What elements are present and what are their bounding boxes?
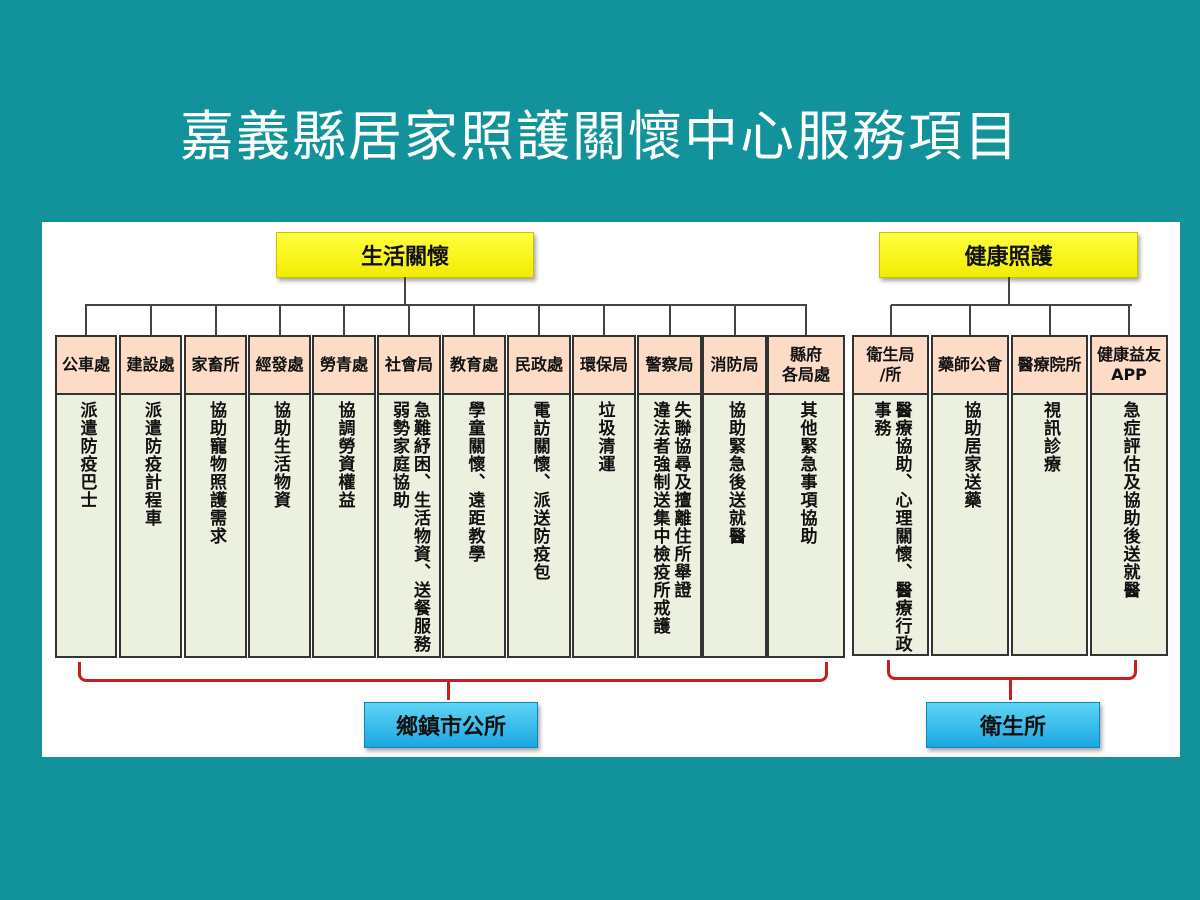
service-description: 協助居家送藥 (960, 401, 981, 509)
service-description: 協調勞資權益 (334, 401, 355, 509)
connector (1008, 277, 1010, 305)
agency-name: 健康益友 APP (1092, 337, 1166, 395)
category-life-care: 生活關懷 (276, 232, 534, 278)
connector (408, 305, 410, 335)
agency-column: 警察局 失聯協尋及擅離住所舉證 違法者強制送集中檢疫所戒護 (637, 335, 702, 658)
agency-column: 民政處 電訪關懷、派送防疫包 (507, 335, 571, 658)
service-description-box: 急難紓困、生活物資、送餐服務 弱勢家庭協助 (379, 395, 439, 653)
connector (668, 305, 671, 335)
agency-column: 消防局 協助緊急後送就醫 (702, 335, 767, 658)
service-description: 派遣防疫巴士 (76, 401, 97, 509)
agency-column: 公車處 派遣防疫巴士 (55, 335, 117, 658)
agency-column: 家畜所 協助寵物照護需求 (184, 335, 247, 658)
agency-column: 教育處 學童關懷、遠距教學 (442, 335, 506, 658)
agency-name: 社會局 (379, 337, 439, 395)
provider-health-station: 衛生所 (926, 702, 1100, 748)
connector (889, 305, 892, 335)
service-description: 失聯協尋及擅離住所舉證 違法者強制送集中檢疫所戒護 (649, 401, 691, 635)
service-description-box: 醫療協助、心理關懷、醫療行政 事務 (854, 395, 927, 653)
service-description-box: 失聯協尋及擅離住所舉證 違法者強制送集中檢疫所戒護 (639, 395, 700, 635)
service-description-box: 學童關懷、遠距教學 (444, 395, 504, 563)
service-description: 其他緊急事項協助 (796, 401, 817, 545)
agency-column: 衛生局 /所 醫療協助、心理關懷、醫療行政 事務 (852, 335, 929, 656)
service-description-box: 視訊診療 (1013, 395, 1086, 473)
agency-name: 縣府 各局處 (769, 337, 843, 395)
agency-column: 勞青處 協調勞資權益 (312, 335, 376, 658)
connector (214, 305, 217, 335)
connector (969, 305, 971, 335)
service-description-box: 其他緊急事項協助 (769, 395, 843, 545)
slide-title: 嘉義縣居家照護關懷中心服務項目 (180, 105, 1020, 168)
service-description-box: 急症評估及協助後送就醫 (1092, 395, 1166, 599)
agency-column: 社會局 急難紓困、生活物資、送餐服務 弱勢家庭協助 (377, 335, 441, 658)
agency-name: 醫療院所 (1013, 337, 1086, 395)
service-description-box: 協助居家送藥 (933, 395, 1007, 509)
agency-column: 醫療院所 視訊診療 (1011, 335, 1088, 656)
connector (404, 277, 406, 305)
service-description-box: 協調勞資權益 (314, 395, 374, 509)
connector (149, 305, 152, 335)
agency-name: 教育處 (444, 337, 504, 395)
service-description: 視訊診療 (1040, 401, 1060, 473)
service-description-box: 協助生活物資 (250, 395, 309, 509)
service-description: 協助寵物照護需求 (206, 401, 226, 545)
agency-name: 衛生局 /所 (854, 337, 927, 395)
agency-name: 環保局 (574, 337, 634, 395)
service-description: 電訪關懷、派送防疫包 (529, 401, 550, 581)
agency-column: 健康益友 APP 急症評估及協助後送就醫 (1090, 335, 1168, 656)
service-description-box: 垃圾清運 (574, 395, 634, 473)
agency-name: 民政處 (509, 337, 569, 395)
bracket (78, 662, 828, 682)
bracket (887, 660, 1137, 680)
connector (805, 305, 807, 335)
agency-name: 藥師公會 (933, 337, 1007, 395)
connector (343, 305, 345, 335)
bracket-stem (1009, 678, 1012, 700)
service-description: 醫療協助、心理關懷、醫療行政 事務 (870, 401, 912, 653)
agency-name: 警察局 (639, 337, 700, 395)
connector (85, 305, 87, 335)
service-description-box: 派遣防疫巴士 (57, 395, 115, 509)
service-description: 急難紓困、生活物資、送餐服務 弱勢家庭協助 (389, 401, 430, 653)
service-description: 協助生活物資 (270, 401, 290, 509)
agency-name: 經發處 (250, 337, 309, 395)
connector (603, 305, 605, 335)
agency-name: 勞青處 (314, 337, 374, 395)
agency-column: 環保局 垃圾清運 (572, 335, 636, 658)
connector (538, 305, 540, 335)
service-description: 急症評估及協助後送就醫 (1119, 401, 1140, 599)
provider-township-office: 鄉鎮市公所 (364, 702, 538, 748)
agency-name: 建設處 (121, 337, 180, 395)
connector (1128, 305, 1130, 335)
service-description-box: 派遣防疫計程車 (121, 395, 180, 527)
connector (85, 304, 807, 306)
category-health-care: 健康照護 (879, 232, 1138, 278)
service-description-box: 協助緊急後送就醫 (704, 395, 765, 545)
agency-column: 經發處 協助生活物資 (248, 335, 311, 658)
service-description: 學童關懷、遠距教學 (464, 401, 485, 563)
connector (733, 305, 736, 335)
service-description-box: 電訪關懷、派送防疫包 (509, 395, 569, 581)
connector (278, 305, 281, 335)
connector (891, 304, 1132, 306)
agency-name: 消防局 (704, 337, 765, 395)
service-description: 派遣防疫計程車 (141, 401, 161, 527)
agency-column: 藥師公會 協助居家送藥 (931, 335, 1009, 656)
service-description-box: 協助寵物照護需求 (186, 395, 245, 545)
connector (473, 305, 475, 335)
service-description: 協助緊急後送就醫 (725, 401, 745, 545)
connector (1048, 305, 1051, 335)
agency-column: 縣府 各局處 其他緊急事項協助 (767, 335, 845, 658)
agency-name: 公車處 (57, 337, 115, 395)
agency-name: 家畜所 (186, 337, 245, 395)
service-description: 垃圾清運 (594, 401, 615, 473)
bracket-stem (447, 680, 450, 700)
agency-column: 建設處 派遣防疫計程車 (119, 335, 182, 658)
